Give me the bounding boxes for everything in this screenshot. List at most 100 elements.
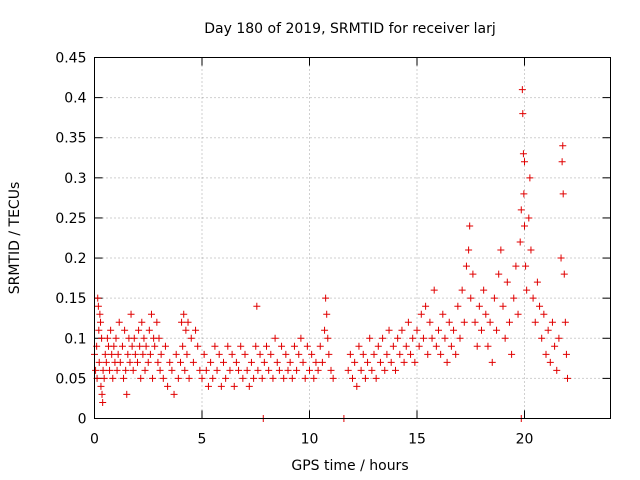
data-point xyxy=(301,374,309,382)
data-point xyxy=(413,326,421,334)
data-point xyxy=(211,342,219,350)
data-point xyxy=(220,358,227,366)
data-point xyxy=(284,366,292,374)
data-point xyxy=(407,350,415,358)
data-point xyxy=(525,214,533,222)
data-point xyxy=(232,358,240,366)
data-point xyxy=(359,350,367,358)
data-point xyxy=(145,326,153,334)
data-point xyxy=(355,342,363,350)
y-tick-label: 0.25 xyxy=(55,211,86,227)
y-tick-label: 0.05 xyxy=(55,371,86,387)
data-point xyxy=(374,342,382,350)
data-point xyxy=(564,374,571,382)
data-point xyxy=(385,326,393,334)
data-point xyxy=(147,310,155,318)
data-point xyxy=(224,342,232,350)
data-point xyxy=(351,358,359,366)
data-point xyxy=(503,278,511,286)
data-point xyxy=(263,342,270,350)
data-point xyxy=(499,302,507,310)
data-point xyxy=(299,358,307,366)
data-point xyxy=(361,374,369,382)
data-point xyxy=(182,326,190,334)
data-point xyxy=(493,326,501,334)
data-point xyxy=(92,366,100,374)
data-point xyxy=(376,358,384,366)
data-point xyxy=(501,334,509,342)
data-point xyxy=(110,342,118,350)
data-point xyxy=(149,374,157,382)
data-point xyxy=(510,294,518,302)
data-point xyxy=(122,366,130,374)
data-point xyxy=(209,374,217,382)
data-point xyxy=(322,294,330,302)
data-point xyxy=(379,334,387,342)
data-point xyxy=(94,302,102,310)
data-point xyxy=(108,350,116,358)
data-point xyxy=(166,358,174,366)
data-point xyxy=(180,310,188,318)
data-point xyxy=(123,390,131,398)
data-point xyxy=(115,318,123,326)
data-point xyxy=(254,366,262,374)
data-point xyxy=(297,334,305,342)
data-point xyxy=(508,350,516,358)
data-point xyxy=(131,350,139,358)
data-point xyxy=(273,358,281,366)
data-point xyxy=(128,342,136,350)
data-point xyxy=(178,318,186,326)
data-point xyxy=(245,382,253,390)
data-point xyxy=(467,294,475,302)
data-point xyxy=(183,350,191,358)
data-point xyxy=(112,334,120,342)
data-point xyxy=(271,334,279,342)
data-point xyxy=(517,206,525,214)
data-point xyxy=(207,358,215,366)
data-point xyxy=(392,366,399,374)
data-point xyxy=(450,326,458,334)
data-point xyxy=(247,358,255,366)
data-point xyxy=(130,334,138,342)
data-point xyxy=(118,342,126,350)
data-point xyxy=(226,366,234,374)
data-point xyxy=(497,246,505,254)
data-point xyxy=(306,366,313,374)
data-point xyxy=(303,342,311,350)
data-point xyxy=(140,334,148,342)
y-axis-label: SRMTID / TECUs xyxy=(7,182,23,295)
y-tick-label: 0.3 xyxy=(64,171,86,187)
data-point xyxy=(318,358,326,366)
data-point xyxy=(402,342,410,350)
data-point xyxy=(441,334,449,342)
data-point xyxy=(329,374,337,382)
data-point xyxy=(523,286,531,294)
data-point xyxy=(141,366,149,374)
data-point xyxy=(280,374,288,382)
data-point xyxy=(533,278,541,286)
x-tick-label: 0 xyxy=(90,432,99,448)
data-point xyxy=(426,318,434,326)
data-point xyxy=(157,350,165,358)
data-point xyxy=(185,374,193,382)
data-point xyxy=(482,310,490,318)
data-point xyxy=(396,350,404,358)
data-point xyxy=(454,302,462,310)
data-point xyxy=(97,382,105,390)
data-point xyxy=(290,342,298,350)
data-point xyxy=(548,318,556,326)
data-point xyxy=(516,238,524,246)
data-point xyxy=(520,190,528,198)
data-point xyxy=(559,142,567,150)
data-point xyxy=(154,358,162,366)
data-point xyxy=(437,350,445,358)
data-point xyxy=(562,350,570,358)
data-point xyxy=(129,366,137,374)
data-point xyxy=(198,374,206,382)
data-point xyxy=(553,366,561,374)
data-point xyxy=(316,342,324,350)
data-point xyxy=(555,334,563,342)
data-point xyxy=(495,270,503,278)
data-point xyxy=(181,366,189,374)
data-point xyxy=(243,366,251,374)
